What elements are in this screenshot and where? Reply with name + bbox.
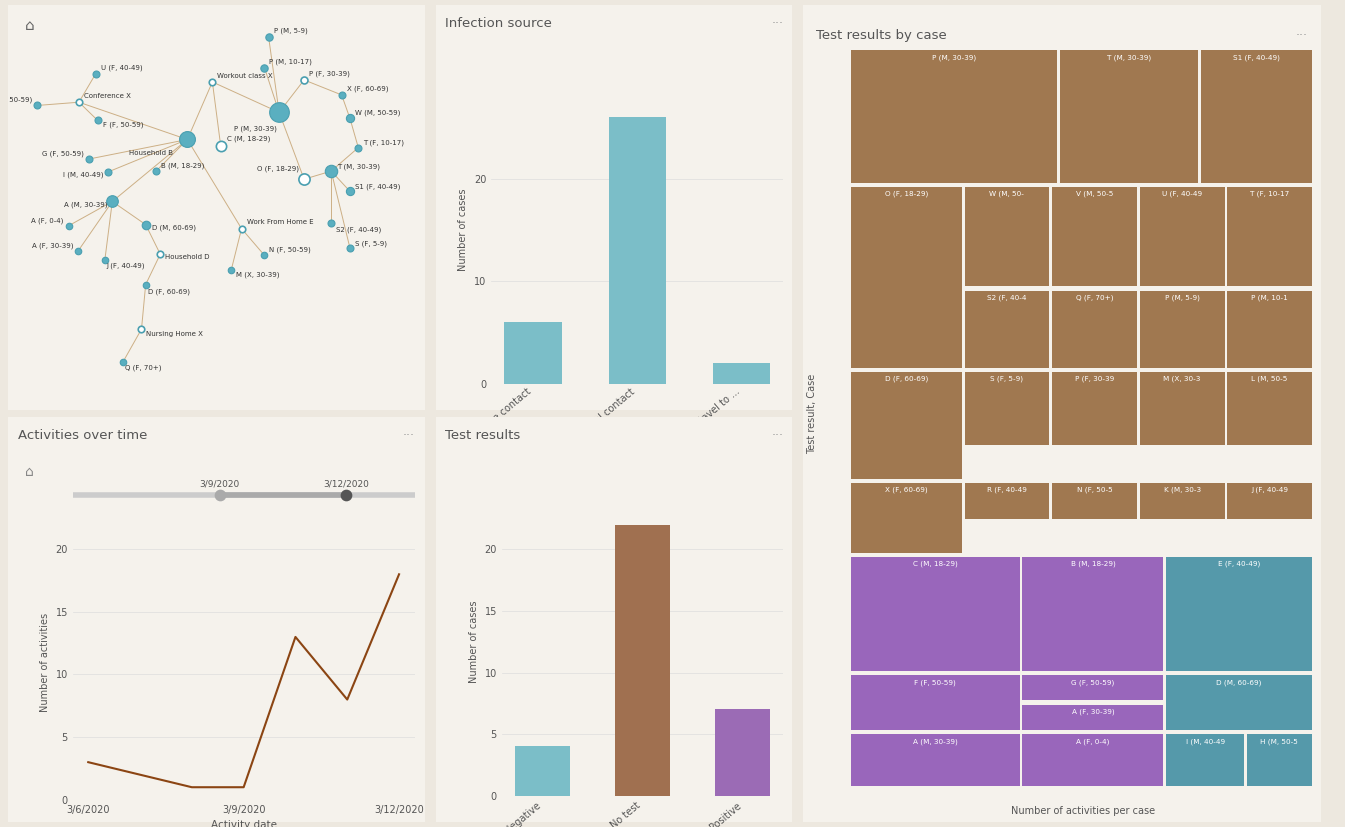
Text: I (M, 40-49): I (M, 40-49): [63, 171, 104, 178]
Point: [67, 244, 89, 257]
Point: [231, 222, 253, 235]
Point: [339, 112, 360, 125]
Text: B (M, 18-29): B (M, 18-29): [161, 163, 204, 169]
Point: [339, 241, 360, 255]
Text: Activities over time: Activities over time: [19, 429, 148, 442]
Text: P (M, 30-39): P (M, 30-39): [234, 126, 277, 131]
Text: W (M, 50-59): W (M, 50-59): [355, 109, 401, 116]
Text: ···: ···: [771, 17, 783, 30]
Text: ⌂: ⌂: [24, 18, 35, 33]
Text: S1 (F, 40-49): S1 (F, 40-49): [355, 184, 401, 190]
Text: Work From Home E: Work From Home E: [246, 219, 313, 226]
Text: X (F, 60-69): X (F, 60-69): [347, 86, 389, 93]
Text: M (X, 30-39): M (X, 30-39): [237, 271, 280, 278]
Point: [145, 165, 167, 178]
Text: A (F, 30-39): A (F, 30-39): [32, 242, 73, 249]
Text: Conference X: Conference X: [83, 93, 130, 99]
Point: [268, 106, 291, 119]
Text: S (F, 5-9): S (F, 5-9): [355, 241, 387, 247]
Text: ···: ···: [402, 429, 414, 442]
Text: A (M, 30-39): A (M, 30-39): [63, 201, 108, 208]
Text: T (M, 30-39): T (M, 30-39): [338, 164, 381, 170]
Point: [293, 74, 315, 87]
Point: [85, 67, 106, 80]
Text: P (M, 10-17): P (M, 10-17): [269, 58, 312, 65]
Point: [27, 99, 48, 112]
Text: D (M, 60-69): D (M, 60-69): [152, 224, 195, 231]
Text: ···: ···: [1295, 30, 1307, 42]
Text: D (F, 60-69): D (F, 60-69): [148, 288, 190, 294]
Point: [258, 31, 280, 44]
Point: [134, 278, 156, 291]
Text: G (F, 50-59): G (F, 50-59): [43, 151, 85, 157]
Point: [254, 61, 276, 74]
Point: [293, 173, 315, 186]
Point: [97, 165, 118, 179]
Text: Test results: Test results: [445, 429, 521, 442]
Text: Q (F, 70+): Q (F, 70+): [125, 365, 161, 371]
Point: [78, 152, 100, 165]
Point: [69, 96, 90, 109]
Text: T (F, 10-17): T (F, 10-17): [363, 139, 405, 146]
Text: O (F, 18-29): O (F, 18-29): [257, 165, 299, 172]
Text: ⌂: ⌂: [24, 466, 34, 480]
Text: Household B: Household B: [129, 150, 172, 155]
Text: Workout class X: Workout class X: [218, 73, 273, 79]
Text: C (M, 18-29): C (M, 18-29): [226, 136, 270, 142]
Point: [320, 217, 342, 230]
Text: U (F, 40-49): U (F, 40-49): [101, 65, 143, 70]
Text: Number of activities per case: Number of activities per case: [1010, 805, 1154, 815]
Text: Test results by case: Test results by case: [816, 30, 947, 42]
Point: [58, 219, 79, 232]
Text: P (M, 5-9): P (M, 5-9): [273, 27, 308, 34]
Point: [347, 141, 369, 154]
Text: Nursing Home X: Nursing Home X: [147, 332, 203, 337]
Point: [87, 114, 109, 127]
Point: [331, 88, 352, 102]
Point: [112, 356, 133, 369]
Text: Household D: Household D: [165, 254, 210, 261]
Point: [149, 247, 171, 261]
Text: J (F, 40-49): J (F, 40-49): [106, 263, 145, 269]
Text: S2 (F, 40-49): S2 (F, 40-49): [336, 227, 382, 233]
Point: [254, 249, 276, 262]
Point: [102, 195, 124, 208]
Text: F (F, 50-59): F (F, 50-59): [102, 122, 143, 127]
Text: N (F, 50-59): N (F, 50-59): [269, 247, 311, 253]
Text: Infection source: Infection source: [445, 17, 551, 30]
Text: V (M, 50-59): V (M, 50-59): [0, 97, 32, 103]
Point: [134, 218, 156, 232]
Point: [320, 165, 342, 178]
Point: [339, 184, 360, 198]
Point: [94, 254, 116, 267]
Text: P (F, 30-39): P (F, 30-39): [309, 70, 350, 77]
Text: ···: ···: [771, 429, 783, 442]
Point: [210, 140, 231, 153]
Text: Test result, Case: Test result, Case: [807, 373, 818, 454]
Point: [130, 323, 152, 336]
Point: [202, 75, 223, 88]
Point: [176, 133, 198, 146]
Text: A (F, 0-4): A (F, 0-4): [31, 218, 63, 224]
Point: [221, 264, 242, 277]
